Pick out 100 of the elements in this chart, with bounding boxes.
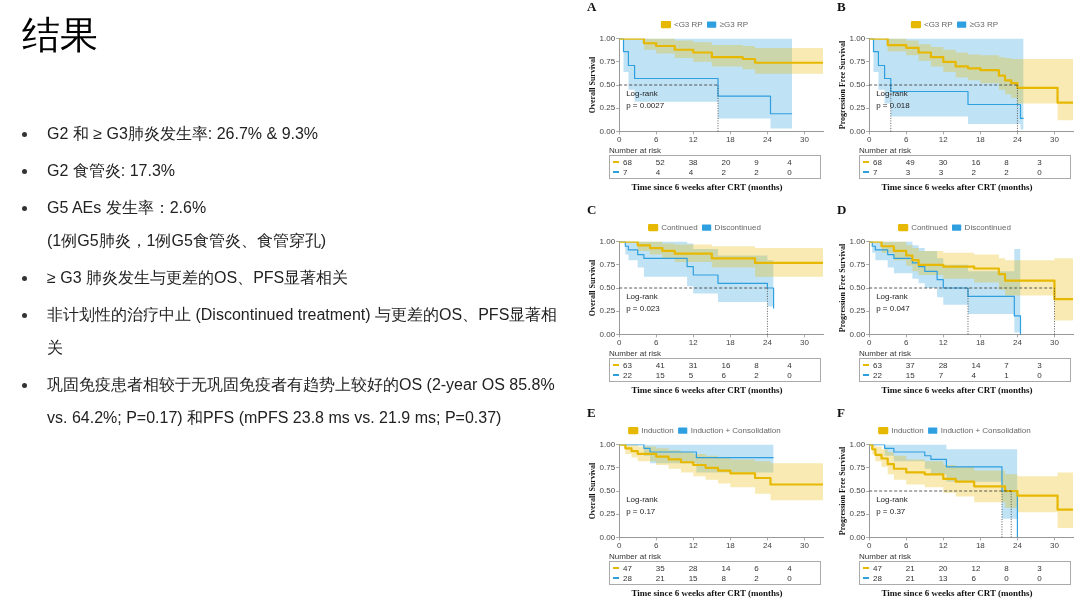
y-tick-label: 0.00 [599, 532, 616, 542]
annotation: Log-rank p = 0.023 [626, 292, 661, 314]
y-tick-label: 0.25 [599, 103, 616, 113]
y-axis-title: Progression Free Survival [837, 40, 847, 130]
annotation: Log-rank p = 0.047 [876, 292, 911, 314]
y-tick-label: 0.50 [849, 283, 866, 293]
x-tick-label: 6 [654, 135, 659, 145]
text: Number at risk [609, 146, 662, 155]
x-tick-label: 30 [1050, 338, 1060, 348]
text: 7 4 4 2 2 0 [623, 167, 792, 177]
y-tick-label: 1.00 [849, 439, 866, 449]
x-tick-label: 30 [1050, 541, 1060, 551]
chart-title: F [837, 405, 845, 421]
legend-label: <G3 RP [923, 19, 953, 29]
y-tick-label: 0.00 [599, 126, 616, 136]
x-tick-label: 0 [616, 541, 622, 551]
x-tick-label: 6 [904, 541, 909, 551]
y-tick-label: 0.50 [599, 283, 616, 293]
text: Number at risk [859, 146, 912, 155]
y-tick-label: 0.50 [849, 80, 866, 90]
x-tick-label: 12 [688, 541, 699, 551]
chart-title: D [837, 202, 847, 218]
x-tick-label: 18 [725, 541, 736, 551]
chart-title: C [587, 202, 597, 218]
y-tick-label: 0.75 [849, 463, 866, 472]
x-tick-label: 18 [975, 338, 986, 348]
legend-label: <G3 RP [673, 19, 703, 29]
y-tick-label: 1.00 [849, 33, 866, 43]
x-axis-title: Time since 6 weeks after CRT (months) [880, 588, 1034, 599]
y-tick-label: 1.00 [849, 236, 866, 246]
x-axis-title: Time since 6 weeks after CRT (months) [630, 182, 784, 193]
y-tick-label: 0.75 [599, 463, 616, 472]
legend-label: Continued [661, 222, 698, 232]
text: 47 35 28 14 6 4 [623, 563, 792, 573]
y-axis-title: Overall Survival [587, 55, 597, 114]
text: Number at risk [859, 349, 912, 358]
x-tick-label: 0 [616, 135, 622, 145]
x-axis-title: Time since 6 weeks after CRT (months) [630, 588, 784, 599]
x-tick-label: 24 [762, 541, 773, 551]
legend-label: ≥G3 RP [719, 19, 749, 29]
legend-label: Discontinued [714, 222, 761, 232]
annotation: Log-rank p = 0.0027 [626, 89, 665, 111]
x-tick-label: 24 [1012, 541, 1023, 551]
y-tick-label: 0.50 [599, 486, 616, 496]
x-tick-label: 0 [866, 338, 872, 348]
y-tick-label: 0.25 [599, 509, 616, 519]
annotation: Log-rank p = 0.37 [876, 495, 909, 517]
x-tick-label: 30 [800, 338, 810, 348]
legend-label: Continued [911, 222, 948, 232]
x-axis-title: Time since 6 weeks after CRT (months) [880, 385, 1034, 396]
text: 47 21 20 12 8 3 [873, 563, 1042, 573]
text: 非计划性的治疗中止 (Discontinued treatment) 与更差的OS、PFS显著相关 [47, 305, 559, 358]
text: 巩固免疫患者相较于无巩固免疫者有趋势上较好的OS (2-year OS 85.8% vs. 64.2%; P=0.17) 和PFS (mPFS 23.8 ms vs. 21.9 ms; P=0.37) [47, 375, 556, 428]
y-axis-title: Overall Survival [587, 258, 597, 317]
x-tick-label: 6 [904, 338, 909, 348]
x-tick-label: 30 [800, 135, 810, 145]
y-tick-label: 0.75 [849, 57, 866, 66]
x-tick-label: 30 [1050, 135, 1060, 145]
x-tick-label: 12 [938, 541, 949, 551]
x-tick-label: 24 [762, 135, 773, 145]
y-axis-title: Progression Free Survival [837, 446, 847, 536]
annotation: Log-rank p = 0.018 [876, 89, 911, 111]
x-axis-title: Time since 6 weeks after CRT (months) [880, 182, 1034, 193]
text: Number at risk [859, 552, 912, 561]
y-tick-label: 0.25 [599, 306, 616, 316]
x-tick-label: 24 [1012, 338, 1023, 348]
text: G2 食管炎: 17.3% [47, 161, 176, 181]
y-tick-label: 0.75 [849, 260, 866, 269]
x-tick-label: 6 [904, 135, 909, 145]
legend-label: Induction [891, 425, 924, 435]
y-tick-label: 0.00 [599, 329, 616, 339]
y-tick-label: 0.25 [849, 103, 866, 113]
text: 结果 [22, 13, 99, 58]
chart-title: E [587, 405, 596, 421]
y-tick-label: 0.00 [849, 126, 866, 136]
text: Number at risk [609, 349, 662, 358]
text: 22 15 5 6 2 0 [623, 370, 792, 380]
x-tick-label: 0 [616, 338, 622, 348]
x-tick-label: 30 [800, 541, 810, 551]
x-tick-label: 18 [725, 338, 736, 348]
legend-label: Induction + Consolidation [690, 425, 781, 435]
text: G2 和 ≥ G3肺炎发生率: 26.7% & 9.3% [47, 124, 319, 144]
text: G5 AEs 发生率：2.6% (1例G5肺炎，1例G5食管炎、食管穿孔) [47, 198, 327, 251]
x-tick-label: 0 [866, 135, 872, 145]
y-tick-label: 1.00 [599, 33, 616, 43]
y-tick-label: 0.75 [599, 260, 616, 269]
text: 68 52 38 20 9 4 [623, 157, 792, 167]
y-tick-label: 0.75 [599, 57, 616, 66]
chart-title: A [587, 0, 597, 15]
annotation: Log-rank p = 0.17 [626, 495, 659, 517]
text: Number at risk [609, 552, 662, 561]
y-axis-title: Overall Survival [587, 461, 597, 520]
x-axis-title: Time since 6 weeks after CRT (months) [630, 385, 784, 396]
x-tick-label: 24 [762, 338, 773, 348]
x-tick-label: 24 [1012, 135, 1023, 145]
y-tick-label: 0.25 [849, 509, 866, 519]
x-tick-label: 18 [975, 541, 986, 551]
text: 28 21 13 6 0 0 [873, 573, 1042, 583]
y-tick-label: 0.50 [599, 80, 616, 90]
x-tick-label: 6 [654, 338, 659, 348]
